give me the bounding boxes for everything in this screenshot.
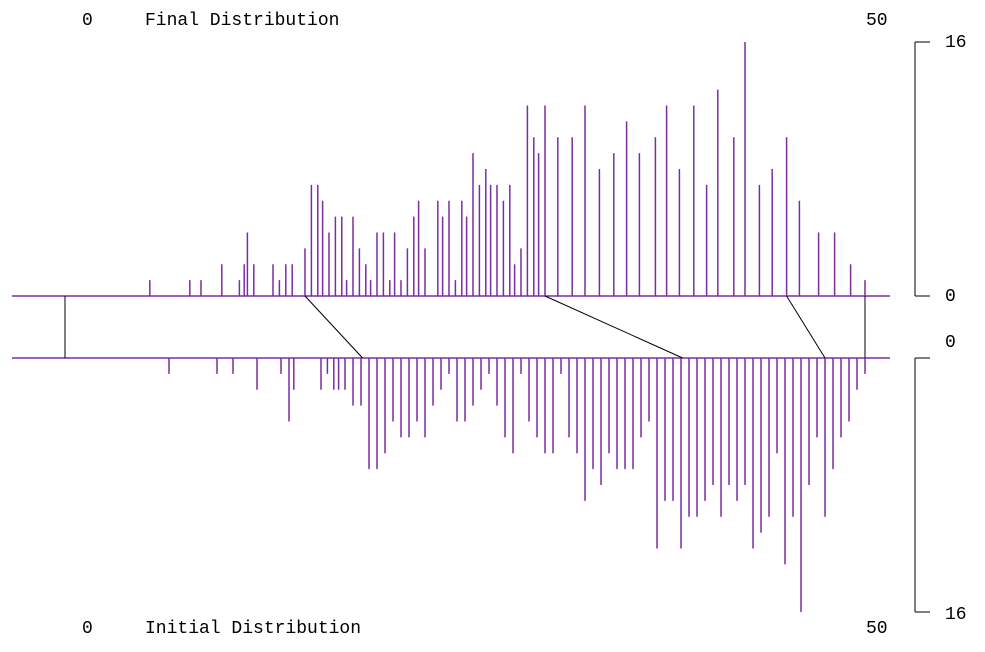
scale-label: 0	[945, 333, 956, 353]
x-min-label: 0	[82, 11, 93, 31]
mapping-line	[544, 295, 683, 359]
x-min-label: 0	[82, 619, 93, 639]
scale-label: 0	[945, 287, 956, 307]
x-max-label: 50	[866, 619, 888, 639]
mapping-line	[304, 295, 363, 359]
panel-title: Initial Distribution	[145, 619, 361, 639]
scale-label: 16	[945, 605, 967, 625]
x-max-label: 50	[866, 11, 888, 31]
panel-title: Final Distribution	[145, 11, 339, 31]
mapping-line	[786, 295, 826, 359]
scale-label: 16	[945, 33, 967, 53]
